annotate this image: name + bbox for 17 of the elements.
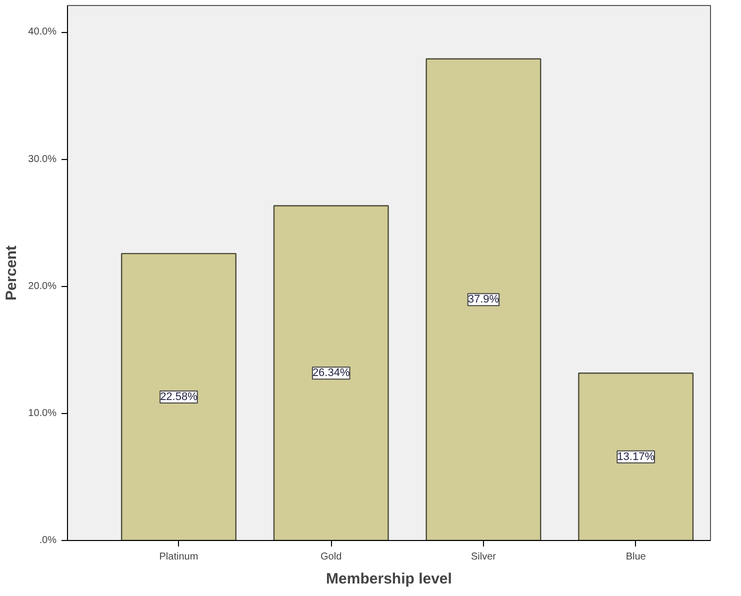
x-axis-title: Membership level <box>326 570 452 588</box>
bar <box>120 252 236 540</box>
y-tick-label: 10.0% <box>28 408 57 419</box>
x-tick-label: Platinum <box>159 552 198 562</box>
y-tick-label: .0% <box>39 535 57 546</box>
bar <box>273 205 389 540</box>
y-tick-label: 20.0% <box>28 280 57 292</box>
data-label: 22.58% <box>160 391 198 404</box>
x-tick-label: Gold <box>320 552 342 562</box>
x-tick-label: Blue <box>626 552 646 562</box>
bar <box>578 372 694 540</box>
y-tick-label: 30.0% <box>28 154 57 165</box>
data-label: 26.34% <box>312 367 350 380</box>
y-tick-label: 40.0% <box>28 26 57 38</box>
x-tick-label: Silver <box>470 552 497 562</box>
bar <box>426 58 542 540</box>
y-axis-title: Percent <box>3 245 20 301</box>
